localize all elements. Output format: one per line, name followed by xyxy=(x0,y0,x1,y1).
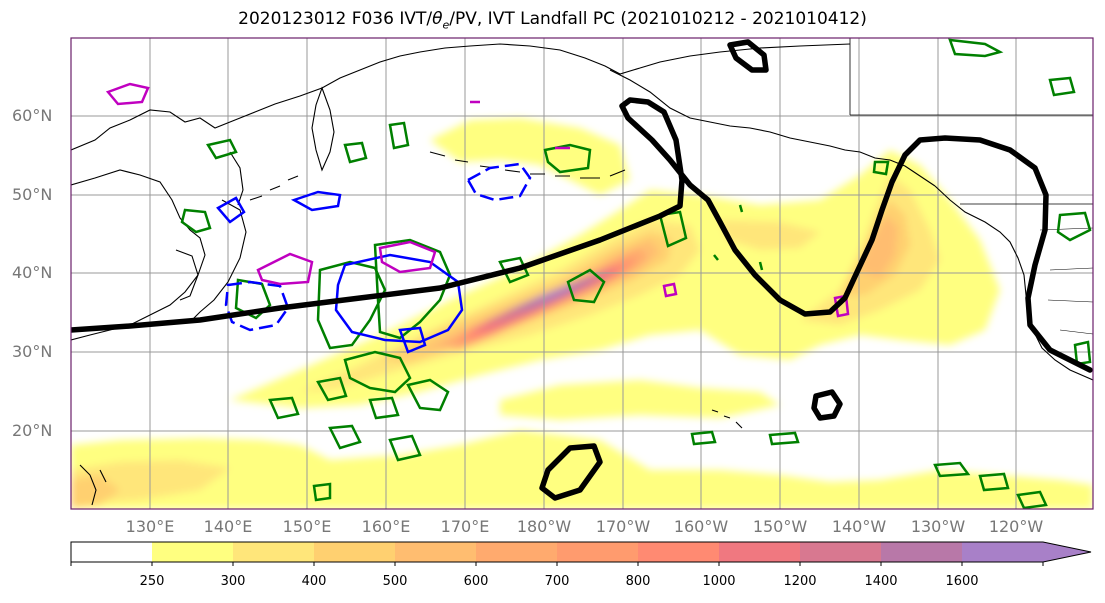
colorbar-tick-label: 1400 xyxy=(864,574,898,589)
colorbar-segment xyxy=(881,542,962,562)
colorbar-tick-label: 1000 xyxy=(702,574,736,589)
colorbar-segment xyxy=(476,542,557,562)
lon-label-130w: 130°W xyxy=(910,517,966,536)
lon-label-160e: 160°E xyxy=(361,517,411,536)
title-theta-subscript: e xyxy=(442,18,450,32)
magenta-contours xyxy=(105,82,850,318)
colorbar-extend-arrow xyxy=(962,542,1091,562)
lon-label-160w: 160°W xyxy=(673,517,729,536)
ivt-contour-fill xyxy=(430,118,630,195)
colorbar-tick-label: 250 xyxy=(139,574,165,589)
landfall-pc-contours xyxy=(71,39,1093,501)
lon-label-140e: 140°E xyxy=(203,517,253,536)
colorbar-tick-label: 800 xyxy=(625,574,651,589)
ivt-contour-fill xyxy=(720,220,820,250)
colorbar-tick-label: 500 xyxy=(382,574,408,589)
title-rest: /PV, IVT Landfall PC (2021010212 - 20210… xyxy=(449,9,867,29)
lat-label-40n: 40°N xyxy=(12,263,53,282)
lon-label-130e: 130°E xyxy=(125,517,175,536)
colorbar-segment xyxy=(233,542,314,562)
lat-label-60n: 60°N xyxy=(12,106,53,125)
colorbar-segment xyxy=(395,542,476,562)
ivt-contour-fill xyxy=(71,430,1093,509)
colorbar-segment xyxy=(314,542,395,562)
ivt-contour-fill xyxy=(858,215,898,278)
colorbar-outline xyxy=(70,541,1092,563)
chart-title: 2020123012 F036 IVT/θe/PV, IVT Landfall … xyxy=(0,9,1105,31)
ivt-filled-contours xyxy=(71,118,1093,509)
lat-label-20n: 20°N xyxy=(12,421,53,440)
colorbar-segment xyxy=(719,542,800,562)
ivt-contour-fill xyxy=(500,380,780,420)
lat-label-50n: 50°N xyxy=(12,185,53,204)
lon-label-140w: 140°W xyxy=(831,517,887,536)
colorbar-segment xyxy=(152,542,233,562)
colorbar-segment xyxy=(800,542,881,562)
map-border xyxy=(70,37,1094,510)
lon-label-150w: 150°W xyxy=(752,517,808,536)
ivt-contour-fill xyxy=(420,240,660,350)
lon-label-170e: 170°E xyxy=(440,517,490,536)
colorbar-segment xyxy=(557,542,638,562)
lon-label-150e: 150°E xyxy=(282,517,332,536)
lon-label-120w: 120°W xyxy=(988,517,1044,536)
blue-contours xyxy=(216,162,532,354)
colorbar-tick-label: 400 xyxy=(301,574,327,589)
ivt-contour-fill xyxy=(528,284,575,302)
lon-label-180w: 180°W xyxy=(516,517,572,536)
colorbar xyxy=(70,541,1092,566)
colorbar-tick-label: 1600 xyxy=(945,574,979,589)
graticule xyxy=(71,38,1093,509)
ivt-contour-fill xyxy=(380,232,672,362)
colorbar-tick-label: 600 xyxy=(463,574,489,589)
colorbar-segment xyxy=(638,542,719,562)
title-run: 2020123012 F036 IVT/ xyxy=(238,9,433,29)
colorbar-tick-label: 700 xyxy=(544,574,570,589)
lon-label-170w: 170°W xyxy=(595,517,651,536)
colorbar-segment xyxy=(71,542,152,562)
lat-label-30n: 30°N xyxy=(12,342,53,361)
colorbar-tick-label: 300 xyxy=(220,574,246,589)
title-theta-symbol: θ xyxy=(432,9,443,29)
colorbar-tick-label: 1200 xyxy=(783,574,817,589)
